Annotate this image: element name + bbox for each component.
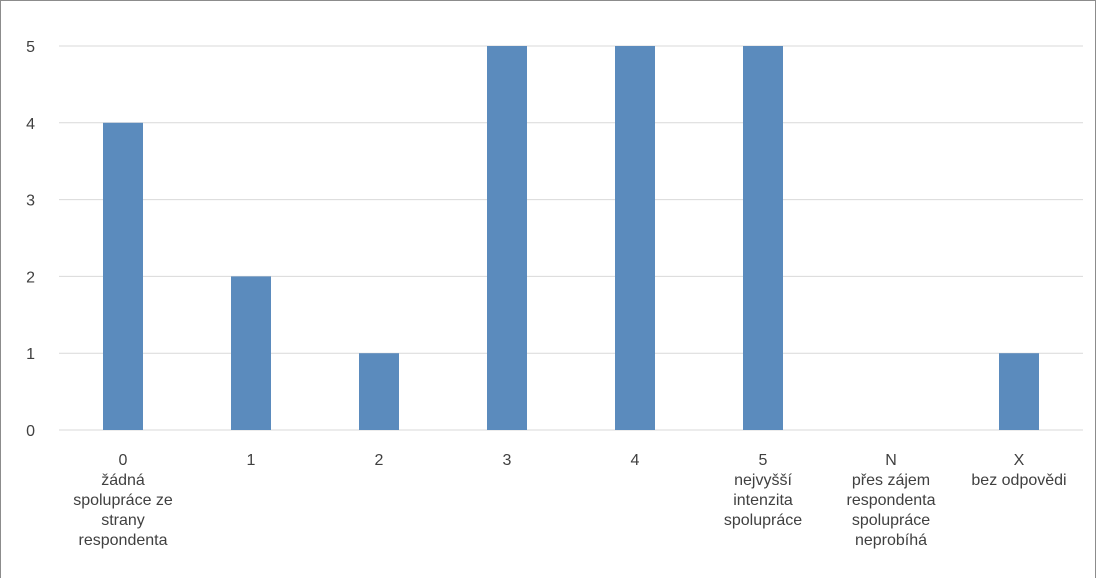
- y-tick-label: 2: [26, 269, 35, 286]
- bar-2: [359, 353, 399, 430]
- y-tick-label: 3: [26, 193, 35, 210]
- bar-4: [615, 46, 655, 430]
- x-tick-label-5: 5 nejvyšší intenzita spolupráce: [724, 452, 802, 529]
- x-tick-label-2: 2: [375, 452, 384, 469]
- bar-1: [231, 276, 271, 430]
- y-tick-label: 4: [26, 116, 35, 133]
- x-tick-label-4: 4: [631, 452, 640, 469]
- y-tick-label: 0: [26, 423, 35, 440]
- bar-x: [999, 353, 1039, 430]
- bar-0: [103, 122, 143, 431]
- y-axis-ticks: 0 1 2 3 4 5: [26, 39, 35, 440]
- bars: [103, 46, 1039, 431]
- y-tick-label: 1: [26, 346, 35, 363]
- bar-3: [487, 46, 527, 430]
- x-tick-label-1: 1: [247, 452, 256, 469]
- x-tick-label-0: 0 žádná spolupráce ze strany respondenta: [73, 452, 173, 549]
- y-tick-label: 5: [26, 39, 35, 56]
- bar-5: [743, 46, 783, 430]
- x-axis-labels: 0 žádná spolupráce ze strany respondenta 1 2 3 4…: [73, 452, 1066, 549]
- x-tick-label-3: 3: [503, 452, 512, 469]
- gridlines: [59, 45, 1083, 431]
